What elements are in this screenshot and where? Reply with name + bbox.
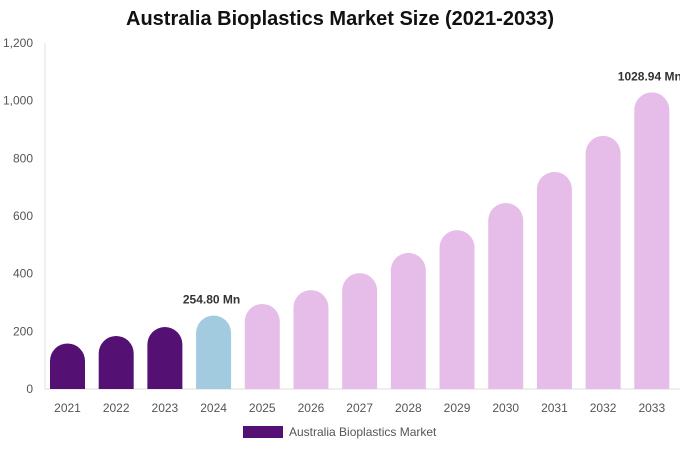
x-tick-label: 2030 [492, 401, 519, 415]
x-tick-label: 2033 [638, 401, 665, 415]
x-tick-label: 2025 [249, 401, 276, 415]
data-label-2033: 1028.94 Mn [618, 69, 680, 83]
bar-2022 [98, 335, 134, 389]
x-tick-label: 2027 [346, 401, 373, 415]
y-tick-label: 200 [13, 324, 33, 338]
y-tick-label: 800 [13, 151, 33, 165]
y-tick-label: 0 [26, 382, 33, 396]
bar-2033 [634, 92, 670, 389]
x-tick-label: 2021 [54, 401, 81, 415]
x-tick-label: 2028 [395, 401, 422, 415]
bar-2023 [147, 327, 183, 389]
data-label-2024: 254.80 Mn [183, 293, 240, 307]
bar-2032 [585, 135, 621, 389]
bar-2031 [536, 171, 572, 389]
legend-label: Australia Bioplastics Market [289, 425, 437, 439]
bar-2025 [244, 303, 280, 389]
x-tick-label: 2022 [103, 401, 130, 415]
y-tick-label: 1,200 [3, 36, 33, 50]
bar-2028 [390, 252, 426, 389]
y-tick-label: 600 [13, 209, 33, 223]
legend-swatch [243, 426, 283, 438]
chart-title: Australia Bioplastics Market Size (2021-… [126, 8, 554, 30]
bar-2029 [439, 230, 475, 389]
bar-2030 [488, 203, 524, 389]
bar-2021 [50, 343, 85, 389]
legend: Australia Bioplastics Market [243, 425, 436, 439]
x-tick-label: 2029 [444, 401, 471, 415]
bar-2026 [293, 290, 329, 389]
y-tick-label: 1,000 [3, 94, 33, 108]
bar-2027 [342, 273, 378, 389]
x-tick-label: 2023 [152, 401, 179, 415]
x-tick-label: 2032 [590, 401, 617, 415]
y-tick-label: 400 [13, 267, 33, 281]
x-tick-label: 2031 [541, 401, 568, 415]
x-tick-label: 2024 [200, 401, 227, 415]
bar-2024 [196, 315, 232, 389]
x-tick-label: 2026 [298, 401, 325, 415]
